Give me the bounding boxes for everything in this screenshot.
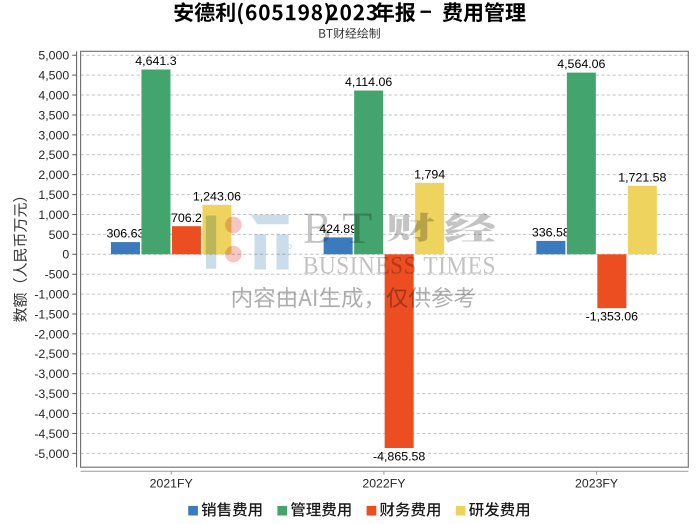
svg-text:1,243.06: 1,243.06	[193, 189, 241, 203]
svg-text:0: 0	[62, 248, 69, 262]
svg-text:306.63: 306.63	[106, 227, 144, 241]
svg-text:-3,000: -3,000	[34, 367, 69, 381]
svg-text:2022FY: 2022FY	[362, 477, 405, 491]
svg-text:500: 500	[49, 228, 70, 242]
svg-text:-1,000: -1,000	[34, 288, 69, 302]
svg-text:-4,500: -4,500	[34, 427, 69, 441]
svg-text:3,000: 3,000	[38, 128, 69, 142]
svg-text:-500: -500	[45, 268, 70, 282]
svg-text:2021FY: 2021FY	[150, 477, 193, 491]
svg-text:-1,500: -1,500	[34, 307, 69, 321]
svg-text:5,000: 5,000	[38, 49, 69, 63]
svg-text:4,000: 4,000	[38, 88, 69, 102]
svg-text:4,564.06: 4,564.06	[557, 57, 605, 71]
svg-text:706.2: 706.2	[171, 211, 202, 225]
svg-text:1,500: 1,500	[38, 188, 69, 202]
svg-text:2,500: 2,500	[38, 148, 69, 162]
svg-text:-2,000: -2,000	[34, 327, 69, 341]
svg-text:-5,000: -5,000	[34, 447, 69, 461]
svg-text:1,000: 1,000	[38, 208, 69, 222]
svg-text:-3,500: -3,500	[34, 387, 69, 401]
svg-text:336.58: 336.58	[532, 226, 570, 240]
svg-text:4,114.06: 4,114.06	[345, 75, 392, 89]
svg-text:-2,500: -2,500	[34, 347, 69, 361]
svg-text:-4,865.58: -4,865.58	[373, 449, 425, 463]
svg-text:2023FY: 2023FY	[575, 477, 618, 491]
svg-text:1,721.58: 1,721.58	[618, 170, 666, 184]
svg-text:-1,353.06: -1,353.06	[586, 310, 638, 324]
svg-text:4,500: 4,500	[38, 69, 69, 83]
svg-text:3,500: 3,500	[38, 108, 69, 122]
svg-text:-4,000: -4,000	[34, 407, 69, 421]
svg-text:4,641.3: 4,641.3	[135, 54, 176, 68]
svg-text:1,794: 1,794	[414, 167, 445, 181]
svg-text:2,000: 2,000	[38, 168, 69, 182]
